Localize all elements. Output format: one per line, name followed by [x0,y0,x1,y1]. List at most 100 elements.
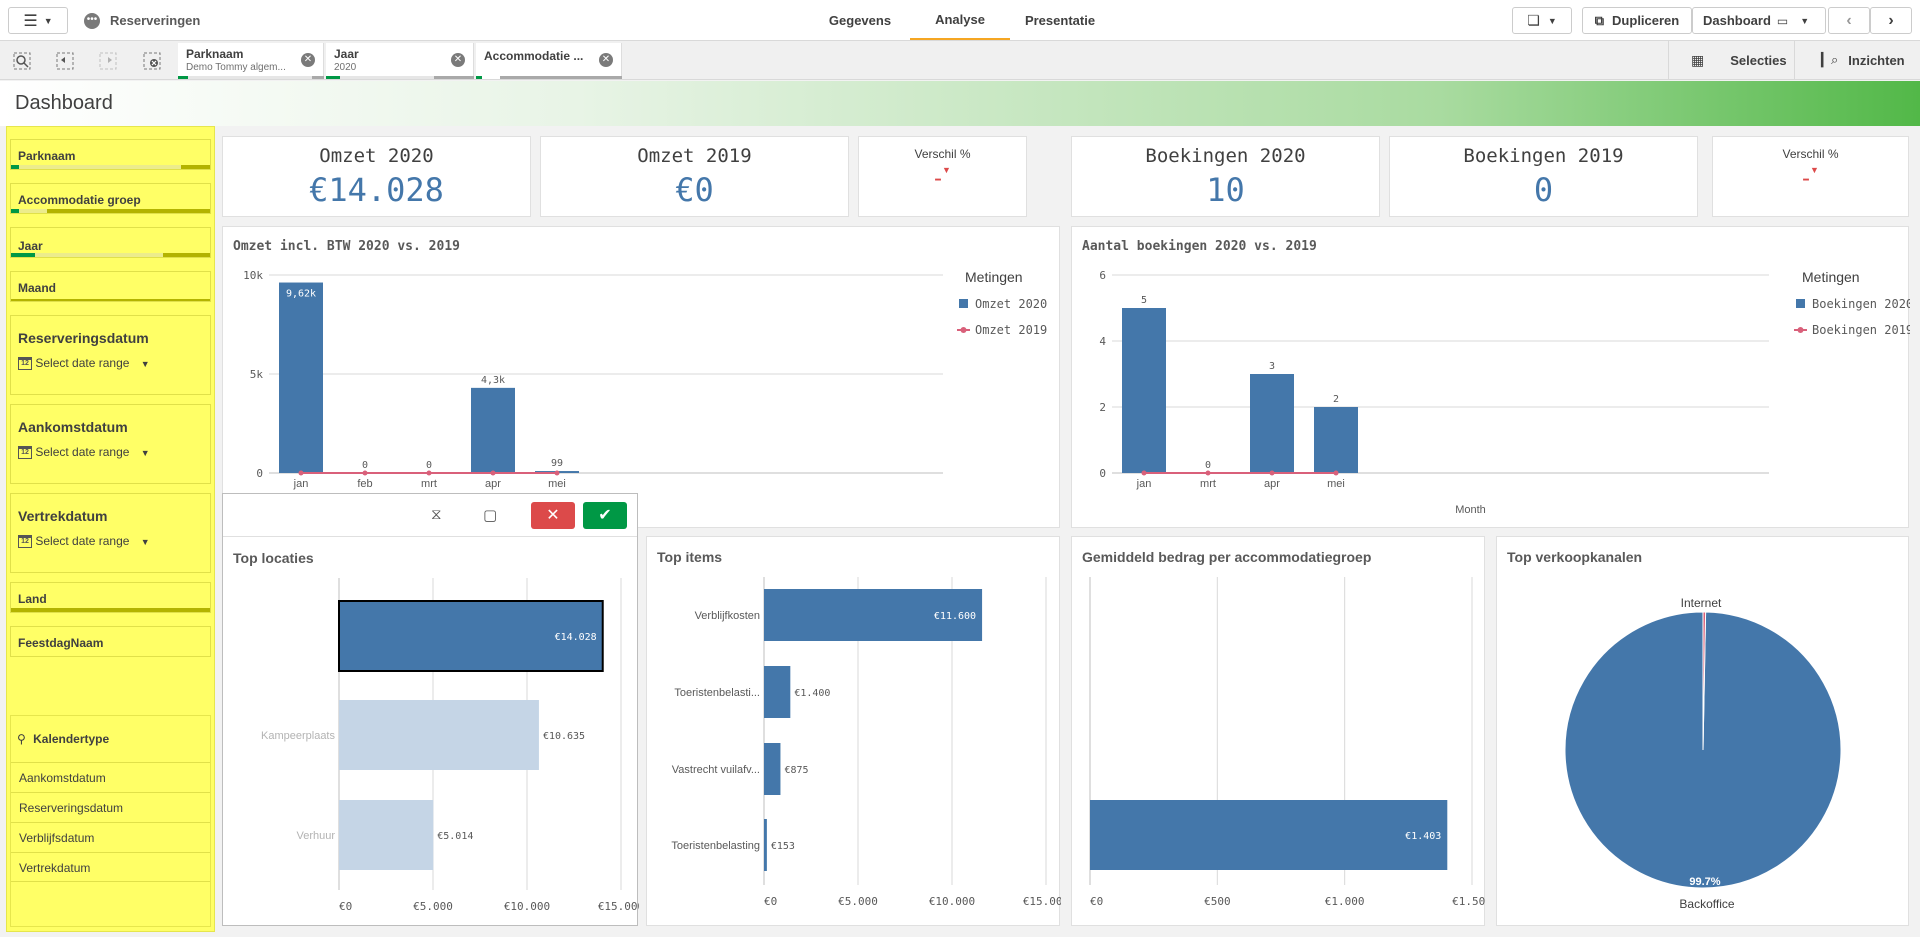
x-tick-label: €15.000 [598,900,639,913]
chevron-down-icon: ▼ [140,359,150,369]
next-sheet-button[interactable]: › [1870,7,1912,34]
global-menu-button[interactable]: ☰ ▼ [8,7,68,34]
list-item[interactable]: Reserveringsdatum [11,792,210,822]
sheet-selector-button[interactable]: Dashboard ▭ ▼ [1692,7,1826,34]
chart-top-locaties-panel[interactable]: ⧖ ▢ ✕ ✔ Top locaties €0 €5.000 €10.000 €15.… [222,493,639,927]
bar [764,743,781,795]
close-icon[interactable]: ✕ [451,53,465,67]
bar [764,666,791,718]
y-tick-label: 2 [1099,401,1106,414]
calendar-icon: 12 [18,535,32,549]
bar [471,387,515,473]
cancel-selection-button[interactable]: ✕ [531,502,575,529]
gemiddeld-bedrag-bar-chart[interactable]: €0 €500 €1.000 €1.500 €1.403 [1072,537,1486,927]
kpi-boekingen-2020[interactable]: Boekingen 2020 10 [1071,136,1380,217]
filter-land[interactable]: Land [10,582,211,613]
sheet-label: Dashboard [1703,13,1771,28]
x-tick-label: €5.000 [838,895,878,908]
list-item[interactable]: Aankomstdatum [11,762,210,792]
series-point-2019 [362,470,368,476]
selection-chip-parknaam[interactable]: Parknaam Demo Tommy algem... ✕ [178,43,324,79]
tab-analyse[interactable]: Analyse [910,0,1010,40]
chart-gemiddeld-bedrag-panel[interactable]: Gemiddeld bedrag per accommodatiegroep €… [1071,536,1486,927]
date-filter-vertrekdatum[interactable]: Vertrekdatum 12 Select date range ▼ [10,493,211,573]
chart-title: Omzet incl. BTW 2020 vs. 2019 [233,239,460,254]
kalendertype-title: Kalendertype [33,732,110,746]
x-tick-label: mrt [421,478,437,490]
selections-label: Selecties [1730,52,1787,68]
series-point-2019 [554,470,560,476]
kpi-boekingen-2019[interactable]: Boekingen 2019 0 [1389,136,1698,217]
list-item[interactable]: Vertrekdatum [11,852,210,882]
kpi-verschil-omzet[interactable]: Verschil % -▼ [858,136,1027,217]
clear-selection-icon[interactable]: ▢ [483,507,498,524]
data-label: 2 [1333,394,1339,405]
selections-button[interactable]: ▦ Selecties [1668,41,1794,79]
filter-accommodatie-groep[interactable]: Accommodatie groep [10,183,211,214]
filter-parknaam[interactable]: Parknaam [10,139,211,170]
clear-selections-icon[interactable] [140,49,164,73]
series-point-2019 [1333,470,1339,476]
top-locaties-bar-chart[interactable]: €0 €5.000 €10.000 €15.000 €14.028 €10.635 Kamp… [223,494,639,927]
chart-top-items-panel[interactable]: Top items €0 €5.000 €10.000 €15.000 €11.600 V… [646,536,1061,927]
date-filter-aankomstdatum[interactable]: Aankomstdatum 12 Select date range ▼ [10,404,211,484]
tab-gegevens[interactable]: Gegevens [828,12,892,28]
selection-chip-jaar[interactable]: Jaar 2020 ✕ [326,43,474,79]
bookmark-button[interactable]: ❏ ▼ [1512,7,1572,34]
data-label: 99 [551,458,563,469]
chart-top-verkoopkanalen-panel[interactable]: Top verkoopkanalen 99.7% Backoffice Intern… [1496,536,1909,926]
chart-omzet-panel[interactable]: Omzet incl. BTW 2020 vs. 2019 0 5k 10k 9,62… [222,226,1060,528]
lasso-icon[interactable]: ⧖ [431,506,442,523]
kpi-title: Boekingen 2020 [1145,145,1306,167]
data-label: €10.635 [543,731,585,742]
kpi-value: 10 [1206,171,1245,209]
y-tick-label: Vastrecht vuilafv... [672,764,760,776]
data-label: 4,3k [481,375,505,386]
selection-field: Accommodatie ... [484,49,584,63]
top-items-bar-chart[interactable]: €0 €5.000 €10.000 €15.000 €11.600 Verblijfkos… [647,537,1061,927]
boekingen-bar-chart[interactable]: 0 2 4 6 5 jan 0 mrt 3 apr 2 mei Month Metingen Boeking… [1072,227,1910,529]
date-range-picker[interactable]: 12 Select date range ▼ [18,356,150,371]
step-back-icon[interactable] [53,49,77,73]
kpi-title: Omzet 2020 [319,145,434,167]
close-icon[interactable]: ✕ [599,53,613,67]
filter-label: Maand [18,281,57,295]
kpi-omzet-2019[interactable]: Omzet 2019 €0 [540,136,849,217]
bar [1314,407,1358,473]
chart-title: Gemiddeld bedrag per accommodatiegroep [1082,549,1372,565]
smart-search-icon[interactable] [10,49,34,73]
date-range-picker[interactable]: 12 Select date range ▼ [18,445,150,460]
filter-feestdagnaam[interactable]: FeestdagNaam [10,626,211,657]
date-filter-reserveringsdatum[interactable]: Reserveringsdatum 12 Select date range ▼ [10,315,211,395]
kpi-verschil-boekingen[interactable]: Verschil % -▼ [1712,136,1909,217]
y-tick-label: 0 [256,467,263,480]
omzet-bar-chart[interactable]: 0 5k 10k 9,62k jan 0 feb 0 mrt 4,3k apr 99 mei Meting… [223,227,1061,529]
insights-button[interactable]: ▎⌕ Inzichten [1794,41,1920,79]
confirm-selection-button[interactable]: ✔ [583,502,627,529]
previous-sheet-button[interactable]: ‹ [1828,7,1870,34]
chart-title: Top items [657,549,723,565]
list-item[interactable]: Verblijfsdatum [11,822,210,852]
selection-chip-accommodatie[interactable]: Accommodatie ... ✕ [476,43,622,79]
chevron-down-icon: ▼ [1547,15,1557,26]
filter-jaar[interactable]: Jaar [10,227,211,258]
kalendertype-header[interactable]: ⚲ Kalendertype [17,732,109,746]
y-tick-label: 0 [1099,467,1106,480]
close-icon[interactable]: ✕ [301,53,315,67]
filter-sidebar: Parknaam Accommodatie groep Jaar Maand R… [6,126,215,932]
chart-boekingen-panel[interactable]: Aantal boekingen 2020 vs. 2019 0 2 4 6 5 jan 0… [1071,226,1910,529]
duplicate-button[interactable]: ⧉ Dupliceren [1582,7,1692,34]
step-forward-icon[interactable] [96,49,120,73]
sheet-header: Dashboard [0,81,1920,126]
slice-label: Backoffice [1679,897,1734,911]
filter-maand[interactable]: Maand [10,271,211,302]
top-verkoopkanalen-pie-chart[interactable]: 99.7% Backoffice Internet [1497,537,1910,927]
date-range-picker[interactable]: 12 Select date range ▼ [18,534,150,549]
kpi-omzet-2020[interactable]: Omzet 2020 €14.028 [222,136,531,217]
legend-label: Boekingen 2020 [1812,297,1910,311]
data-label: 0 [1205,460,1211,471]
data-label: 9,62k [286,289,316,300]
tab-presentatie[interactable]: Presentatie [1024,12,1096,28]
selections-icon: ▦ [1691,51,1705,68]
kpi-title: Verschil % [1782,147,1839,161]
